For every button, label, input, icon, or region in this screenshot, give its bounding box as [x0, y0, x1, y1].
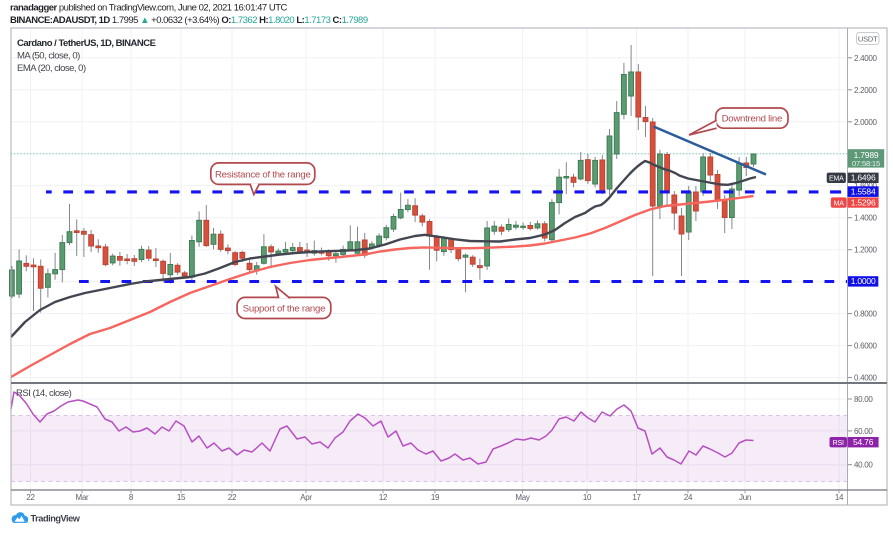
svg-text:MA: MA — [834, 200, 845, 207]
svg-text:May: May — [515, 493, 530, 502]
svg-text:22: 22 — [228, 493, 237, 502]
svg-text:17: 17 — [632, 493, 641, 502]
svg-text:60.00: 60.00 — [854, 427, 873, 436]
svg-text:Cardano / TetherUS, 1D, BINANC: Cardano / TetherUS, 1D, BINANCE — [17, 38, 156, 49]
svg-text:Mar: Mar — [76, 493, 90, 502]
svg-text:80.00: 80.00 — [854, 395, 873, 404]
svg-text:07:58:15: 07:58:15 — [852, 159, 880, 168]
svg-text:2.2000: 2.2000 — [854, 86, 878, 95]
svg-text:19: 19 — [431, 493, 440, 502]
svg-text:0.4000: 0.4000 — [854, 374, 878, 383]
svg-text:1.6496: 1.6496 — [851, 173, 876, 183]
svg-text:Downtrend line: Downtrend line — [722, 114, 783, 125]
svg-text:RSI: RSI — [833, 440, 844, 447]
svg-text:10: 10 — [583, 493, 592, 502]
svg-text:MA (50, close, 0): MA (50, close, 0) — [17, 51, 80, 62]
svg-text:Resistance of the range: Resistance of the range — [215, 169, 311, 180]
svg-text:BINANCE:ADAUSDT, 1D 1.7995 ▲ +: BINANCE:ADAUSDT, 1D 1.7995 ▲ +0.0632 (+3… — [10, 15, 368, 26]
svg-text:1.7989: 1.7989 — [854, 150, 879, 160]
svg-text:1.6000: 1.6000 — [854, 182, 878, 191]
svg-text:ranadagger published on Tradin: ranadagger published on TradingView.com,… — [10, 3, 287, 14]
svg-text:EMA (20, close, 0): EMA (20, close, 0) — [17, 63, 86, 74]
svg-text:TradingView: TradingView — [31, 514, 81, 524]
svg-text:Jun: Jun — [739, 493, 751, 502]
svg-text:40.00: 40.00 — [854, 461, 873, 470]
svg-text:0.6000: 0.6000 — [854, 342, 878, 351]
svg-text:1.2000: 1.2000 — [854, 246, 878, 255]
svg-text:Support of the range: Support of the range — [243, 304, 325, 315]
svg-text:RSI (14, close): RSI (14, close) — [16, 388, 72, 399]
svg-text:24: 24 — [684, 493, 693, 502]
svg-text:2.4000: 2.4000 — [854, 54, 878, 63]
svg-text:8: 8 — [129, 493, 134, 502]
svg-text:12: 12 — [379, 493, 388, 502]
svg-text:1.5296: 1.5296 — [851, 197, 876, 207]
svg-text:14: 14 — [835, 493, 844, 502]
svg-text:22: 22 — [26, 493, 35, 502]
svg-text:Apr: Apr — [300, 493, 312, 502]
svg-text:EMA: EMA — [829, 176, 844, 183]
svg-text:54.76: 54.76 — [853, 437, 874, 447]
svg-text:15: 15 — [177, 493, 186, 502]
svg-text:1.4000: 1.4000 — [854, 214, 878, 223]
svg-text:1.5584: 1.5584 — [851, 187, 876, 197]
svg-text:0.8000: 0.8000 — [854, 310, 878, 319]
svg-text:USDT: USDT — [858, 34, 878, 43]
svg-text:1.0000: 1.0000 — [851, 276, 876, 286]
svg-text:2.0000: 2.0000 — [854, 118, 878, 127]
